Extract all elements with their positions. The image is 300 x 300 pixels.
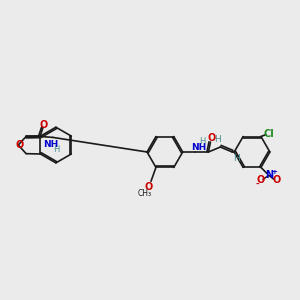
Text: -: -: [255, 180, 259, 189]
Text: O: O: [40, 119, 48, 130]
Text: O: O: [207, 133, 216, 143]
Text: H: H: [214, 135, 221, 144]
Text: +: +: [271, 169, 277, 175]
Text: NH: NH: [43, 140, 58, 149]
Text: H: H: [233, 154, 240, 164]
Text: O: O: [145, 182, 153, 192]
Text: NH: NH: [191, 142, 206, 152]
Text: H: H: [199, 136, 206, 146]
Text: H: H: [53, 145, 59, 154]
Text: CH₃: CH₃: [138, 189, 152, 198]
Text: O: O: [273, 175, 281, 185]
Text: Cl: Cl: [263, 129, 274, 139]
Text: O: O: [257, 175, 265, 185]
Text: O: O: [15, 140, 23, 150]
Text: N: N: [265, 170, 273, 180]
